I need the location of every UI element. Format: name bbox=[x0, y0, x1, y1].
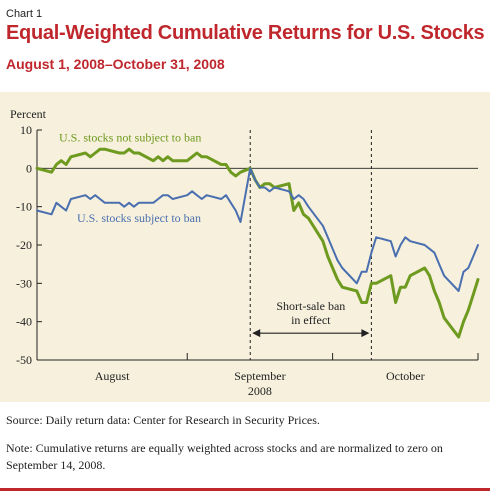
chart-number-label: Chart 1 bbox=[6, 8, 43, 20]
y-tick-label: 10 bbox=[20, 123, 32, 137]
ban-arrow-right-head bbox=[361, 329, 370, 338]
ban-label-line1: Short-sale ban bbox=[276, 299, 345, 313]
methodology-note: Note: Cumulative returns are equally wei… bbox=[6, 441, 443, 472]
chart-panel-background bbox=[0, 92, 490, 402]
chart-subtitle: August 1, 2008–October 31, 2008 bbox=[6, 56, 225, 72]
ban-arrow-left-head bbox=[252, 329, 261, 338]
chart-title: Equal-Weighted Cumulative Returns for U.… bbox=[6, 22, 485, 44]
bottom-rule bbox=[0, 488, 490, 491]
returns-line-chart: Percent 10 0 -10 -20 -30 -40 -50 August Septembe… bbox=[10, 107, 480, 398]
x-month-label: August bbox=[95, 369, 130, 383]
series-line-not-subject-to-ban bbox=[35, 147, 480, 339]
series-layer bbox=[35, 147, 480, 339]
y-tick-label: -40 bbox=[16, 315, 32, 329]
source-note: Source: Daily return data: Center for Re… bbox=[6, 413, 320, 427]
y-tick-label: -30 bbox=[16, 276, 32, 290]
y-tick-label: -50 bbox=[16, 353, 32, 367]
series-label-subject-to-ban: U.S. stocks subject to ban bbox=[77, 211, 201, 225]
y-axis-unit-label: Percent bbox=[10, 107, 47, 121]
ban-label-line2: in effect bbox=[291, 313, 331, 327]
y-tick-label: -20 bbox=[16, 238, 32, 252]
axes-layer: 10 0 -10 -20 -30 -40 -50 August September October… bbox=[16, 123, 479, 398]
x-year-label: 2008 bbox=[248, 384, 272, 398]
series-label-not-subject-to-ban: U.S. stocks not subject to ban bbox=[59, 131, 201, 145]
y-tick-label: -10 bbox=[16, 200, 32, 214]
series-line-subject-to-ban bbox=[36, 167, 479, 292]
x-month-label: October bbox=[386, 369, 425, 383]
series-label-layer: U.S. stocks not subject to ban U.S. stock… bbox=[59, 131, 201, 226]
y-tick-label: 0 bbox=[26, 161, 32, 175]
x-month-label: September bbox=[234, 369, 285, 383]
